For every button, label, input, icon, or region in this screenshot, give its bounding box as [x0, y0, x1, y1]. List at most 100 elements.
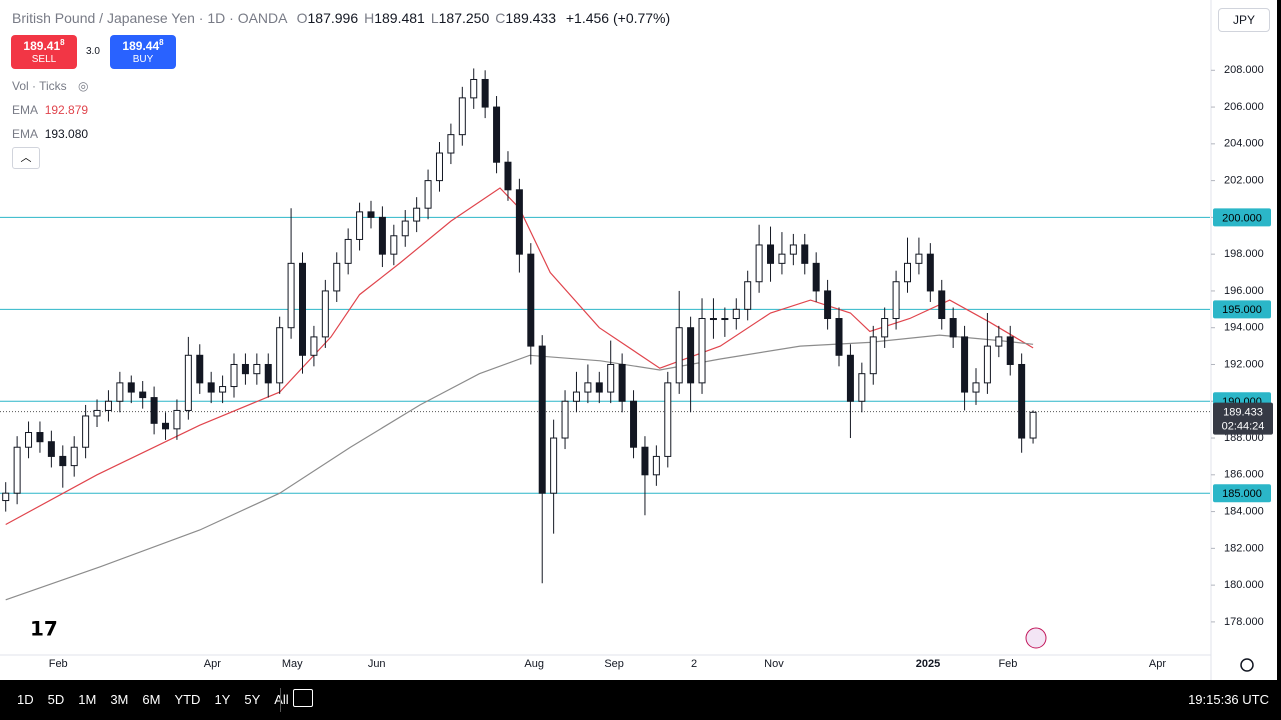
- candle-body: [493, 106, 501, 163]
- countdown: 02:44:24: [1222, 421, 1265, 433]
- currency-button[interactable]: JPY: [1218, 8, 1270, 32]
- sell-button[interactable]: 189.418 SELL: [11, 35, 77, 69]
- sell-price: 189.418: [11, 38, 77, 53]
- x-tick-label: Jun: [368, 658, 386, 670]
- timeframes: 1D 5D 1M 3M 6M YTD 1Y 5Y All: [17, 692, 303, 707]
- settings-icon[interactable]: [1240, 658, 1254, 672]
- candle-body: [778, 253, 786, 264]
- ema-line: [5, 187, 1034, 526]
- buy-button[interactable]: 189.448 BUY: [110, 35, 176, 69]
- candle-body: [378, 216, 386, 255]
- y-tick-label: 186.000: [1224, 469, 1264, 481]
- level-badge: [1213, 208, 1271, 227]
- y-tick-label: 184.000: [1224, 505, 1264, 517]
- timeframe-button[interactable]: 5D: [47, 692, 65, 707]
- date-range-icon[interactable]: [293, 689, 313, 707]
- timeframe-button[interactable]: 3M: [110, 692, 129, 707]
- y-tick-label: 196.000: [1224, 285, 1264, 297]
- ema-value: 193.080: [44, 127, 89, 141]
- last-price-badge: [1213, 402, 1273, 435]
- candle-body: [869, 336, 877, 375]
- ema-name: EMA: [12, 127, 38, 141]
- candle-body: [504, 161, 512, 191]
- candle-body: [447, 134, 455, 154]
- sell-price-sup: 8: [60, 38, 65, 47]
- ohlc: O187.996 H189.481 L187.250 C189.433: [291, 10, 556, 26]
- candle-body: [413, 207, 421, 222]
- candle-body: [219, 386, 227, 393]
- separator: [280, 688, 281, 712]
- candle-body: [481, 78, 489, 108]
- candle-body: [241, 363, 249, 375]
- candle-body: [618, 363, 626, 402]
- ema-value: 192.879: [44, 103, 89, 117]
- y-tick-label: 182.000: [1224, 542, 1264, 554]
- last-price-label: 189.433: [1223, 407, 1263, 419]
- candle-body: [949, 318, 957, 338]
- indicator-lines: [0, 187, 1210, 601]
- timeframe-button[interactable]: 6M: [142, 692, 161, 707]
- candle-body: [824, 290, 832, 320]
- y-tick-label: 188.000: [1224, 432, 1264, 444]
- candle-body: [150, 397, 158, 424]
- level-label: 185.000: [1222, 488, 1262, 500]
- clock: 19:15:36 UTC: [1188, 692, 1269, 707]
- candle-body: [344, 238, 352, 264]
- ohlc-value: 187.250: [438, 10, 490, 26]
- candle-body: [801, 244, 809, 264]
- candle-body: [846, 354, 854, 402]
- x-tick-label: Apr: [204, 658, 221, 670]
- timeframe-button[interactable]: 1M: [78, 692, 97, 707]
- buy-price-main: 189.44: [122, 39, 160, 53]
- candle-body: [196, 354, 204, 384]
- change: +1.456 (+0.77%): [565, 10, 671, 26]
- candle-body: [721, 318, 729, 321]
- chart-background: [0, 0, 1281, 680]
- ohlc-value: 189.481: [374, 10, 425, 26]
- tv-logo: 𝟭𝟳: [30, 618, 58, 640]
- event-flag[interactable]: [1025, 627, 1047, 649]
- timeframe-button[interactable]: 5Y: [244, 692, 261, 707]
- spread: 3.0: [86, 46, 100, 57]
- candle-body: [287, 262, 295, 329]
- candle-body: [767, 244, 775, 264]
- candle-body: [744, 281, 752, 310]
- candle-body: [13, 446, 21, 494]
- candle-body: [675, 327, 683, 384]
- y-tick-label: 194.000: [1224, 322, 1264, 334]
- candle-body: [70, 446, 78, 467]
- candle-body: [995, 336, 1003, 347]
- candle-body: [230, 363, 238, 388]
- candle-body: [299, 262, 306, 356]
- candle-body: [550, 437, 558, 494]
- x-tick-label: 2: [691, 658, 697, 670]
- frame-edge: [1277, 0, 1281, 680]
- overlays: 200.000195.000190.000185.000189.43302:44…: [1213, 208, 1273, 503]
- ohlc-value: 187.996: [307, 10, 359, 26]
- candle-body: [276, 327, 284, 384]
- collapse-button[interactable]: ︿: [12, 147, 40, 169]
- eye-icon[interactable]: ◎: [78, 79, 89, 93]
- candle-body: [2, 492, 10, 502]
- ohlc-value: 189.433: [505, 10, 556, 26]
- candle-body: [915, 253, 923, 264]
- level-label: 195.000: [1222, 304, 1262, 316]
- candle-body: [789, 244, 797, 255]
- timeframe-button[interactable]: 1D: [17, 692, 34, 707]
- timeframe-button[interactable]: 1Y: [214, 692, 231, 707]
- candle-body: [687, 327, 695, 384]
- timeframe-button[interactable]: YTD: [174, 692, 201, 707]
- candle-body: [732, 308, 740, 320]
- candle-body: [572, 391, 580, 402]
- symbol-header: British Pound / Japanese Yen · 1D · OAND…: [12, 10, 670, 26]
- ohlc-key: O: [296, 10, 308, 26]
- timeframe-button[interactable]: All: [274, 692, 289, 707]
- candle-body: [36, 432, 44, 443]
- candle-body: [972, 382, 980, 393]
- candle-body: [264, 363, 272, 384]
- candle-body: [458, 97, 466, 136]
- candle-body: [904, 262, 911, 283]
- x-tick-label: May: [282, 658, 303, 670]
- candle-body: [93, 409, 101, 417]
- x-tick-label: Feb: [998, 658, 1017, 670]
